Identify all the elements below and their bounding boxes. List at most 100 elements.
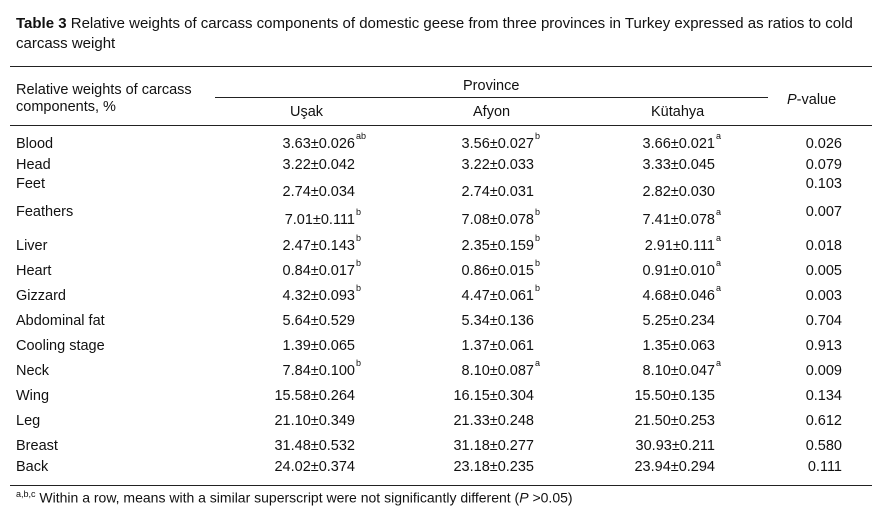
caption-label: Table 3 (16, 15, 67, 32)
significance-superscript: b (535, 258, 541, 268)
row-label: Gizzard (16, 288, 66, 304)
value-text: 5.34±0.136 (461, 313, 534, 329)
p-value: 0.580 (805, 438, 842, 454)
table-row: Feet 2.74±0.034 2.74±0.031 2.82±0.030 0.103 (0, 176, 888, 204)
significance-superscript: a (716, 358, 722, 368)
value-text: 3.22±0.033 (461, 157, 534, 173)
row-label: Feathers (16, 204, 74, 220)
top-rule (10, 66, 872, 67)
row-label: Abdominal fat (16, 313, 105, 329)
footnote-text: Within a row, means with a similar super… (35, 489, 520, 506)
value-text: 2.74±0.034 (282, 184, 355, 200)
p-value: 0.026 (805, 136, 842, 152)
row-label: Feet (16, 176, 46, 192)
p-value: 0.009 (805, 363, 842, 379)
value-text: 31.18±0.277 (453, 438, 534, 454)
footnote: a,b,c Within a row, means with a similar… (16, 489, 573, 506)
value-text: 0.91±0.010 (642, 263, 715, 279)
p-value: 0.018 (805, 238, 842, 254)
p-value: 0.007 (805, 204, 842, 220)
value-text: 7.84±0.100 (282, 363, 355, 379)
significance-superscript: a (716, 233, 722, 243)
bottom-rule (10, 485, 872, 486)
significance-superscript: b (356, 207, 362, 217)
table-row: Cooling stage 1.39±0.065 1.37±0.061 1.35±0.… (0, 338, 888, 358)
province-header: Province (463, 78, 520, 94)
table-row: Abdominal fat 5.64±0.529 5.34±0.136 5.25±0.… (0, 313, 888, 333)
p-value: 0.612 (805, 413, 842, 429)
value-text: 3.22±0.042 (282, 157, 355, 173)
province-rule (215, 97, 768, 98)
significance-superscript: a (716, 258, 722, 268)
significance-superscript: a (716, 283, 722, 293)
p-value: 0.005 (805, 263, 842, 279)
value-text: 4.68±0.046 (642, 288, 715, 304)
significance-superscript: ab (356, 131, 367, 141)
value-text: 3.66±0.021 (642, 136, 715, 152)
caption-text: Relative weights of carcass components o… (16, 15, 853, 52)
column-header-afyon: Afyon (473, 104, 511, 120)
row-label: Heart (16, 263, 52, 279)
value-text: 3.63±0.026 (282, 136, 355, 152)
column-header-usak: Uşak (290, 104, 324, 120)
table-row: Heart 0.84±0.017 b 0.86±0.015 b 0.91±0.010 a 0.… (0, 258, 888, 283)
row-label: Head (16, 157, 51, 173)
value-text: 7.08±0.078 (461, 212, 534, 228)
significance-superscript: b (535, 283, 541, 293)
row-label-header: Relative weights of carcass components, … (16, 82, 192, 115)
significance-superscript: b (356, 258, 362, 268)
value-text: 1.35±0.063 (642, 338, 715, 354)
p-value: 0.079 (805, 157, 842, 173)
row-label: Blood (16, 136, 54, 152)
row-label: Liver (16, 238, 48, 254)
value-text: 0.84±0.017 (282, 263, 355, 279)
value-text: 5.64±0.529 (282, 313, 355, 329)
value-text: 1.37±0.061 (461, 338, 534, 354)
table-row: Gizzard 4.32±0.093 b 4.47±0.061 b 4.68±0.046 a… (0, 283, 888, 308)
value-text: 2.35±0.159 (461, 238, 534, 254)
table-row: Back 24.02±0.374 23.18±0.235 23.94±0.294 0.1… (0, 459, 888, 479)
table-row: Blood 3.63±0.026 ab 3.56±0.027 b 3.66±0.021 a 0… (0, 131, 888, 156)
pvalue-header: P-value (787, 92, 836, 108)
table-row: Wing 15.58±0.264 16.15±0.304 15.50±0.135 0.1… (0, 388, 888, 408)
value-text: 23.18±0.235 (453, 459, 534, 475)
significance-superscript: b (535, 131, 541, 141)
value-text: 30.93±0.211 (635, 438, 715, 454)
significance-superscript: b (535, 233, 541, 243)
p-value: 0.704 (805, 313, 842, 329)
p-value: 0.134 (805, 388, 842, 404)
value-text: 2.74±0.031 (461, 184, 534, 200)
row-label: Cooling stage (16, 338, 105, 354)
footnote-sup: a,b,c (16, 489, 36, 499)
table-caption: Table 3 Relative weights of carcass comp… (16, 14, 866, 54)
significance-superscript: a (535, 358, 541, 368)
table-row: Neck 7.84±0.100 b 8.10±0.087 a 8.10±0.047 a 0.0… (0, 358, 888, 383)
value-text: 24.02±0.374 (274, 459, 355, 475)
value-text: 7.41±0.078 (642, 212, 715, 228)
value-text: 4.32±0.093 (282, 288, 355, 304)
value-text: 21.33±0.248 (453, 413, 534, 429)
table-row: Leg 21.10±0.349 21.33±0.248 21.50±0.253 0.61… (0, 413, 888, 433)
table-row: Feathers 7.01±0.111 b 7.08±0.078 b 7.41±0.078… (0, 204, 888, 232)
significance-superscript: b (535, 207, 541, 217)
value-text: 16.15±0.304 (453, 388, 534, 404)
p-value: 0.111 (807, 459, 842, 475)
row-label: Wing (16, 388, 50, 404)
value-text: 1.39±0.065 (282, 338, 355, 354)
value-text: 2.82±0.030 (642, 184, 715, 200)
significance-superscript: b (356, 233, 362, 243)
value-text: 2.47±0.143 (282, 238, 355, 254)
table-row: Head 3.22±0.042 3.22±0.033 3.33±0.045 0.079 (0, 157, 888, 177)
value-text: 21.10±0.349 (274, 413, 355, 429)
value-text: 15.50±0.135 (634, 388, 715, 404)
value-text: 8.10±0.047 (642, 363, 715, 379)
value-text: 23.94±0.294 (634, 459, 715, 475)
value-text: 21.50±0.253 (634, 413, 715, 429)
row-label: Neck (16, 363, 50, 379)
pvalue-header-rest: -value (796, 92, 837, 108)
footnote-end: >0.05) (528, 489, 573, 506)
header-rule (10, 125, 872, 126)
p-value: 0.913 (805, 338, 842, 354)
value-text: 5.25±0.234 (642, 313, 715, 329)
